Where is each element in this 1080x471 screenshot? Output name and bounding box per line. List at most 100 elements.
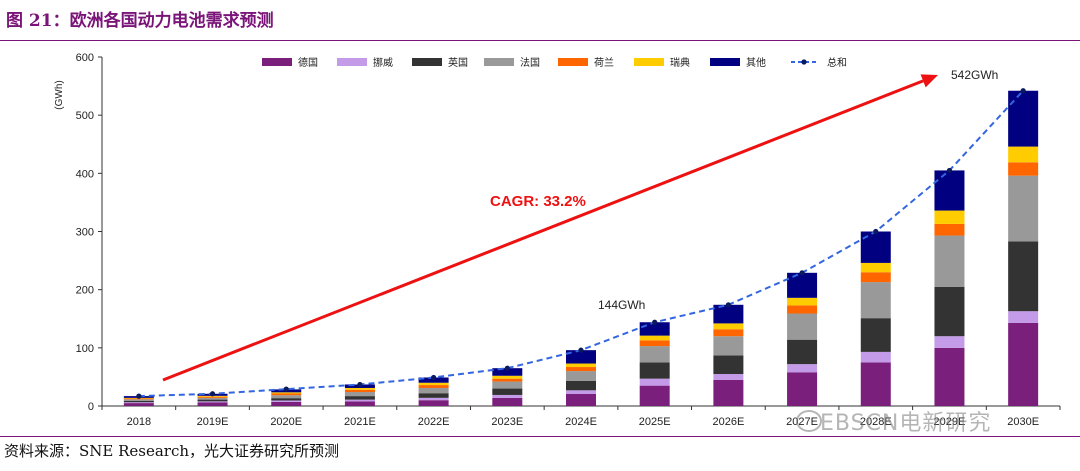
bar-segment xyxy=(271,393,302,396)
bar-segment xyxy=(860,318,891,352)
total-point xyxy=(209,391,216,397)
legend-swatch xyxy=(262,58,292,66)
bar-segment xyxy=(344,389,375,393)
bar-segment xyxy=(418,385,449,388)
bar-segment xyxy=(639,385,670,406)
watermark-icon xyxy=(796,410,822,432)
bar-segment xyxy=(787,372,818,406)
bar-segment xyxy=(713,336,744,356)
bar-segment xyxy=(713,379,744,406)
bar-segment xyxy=(787,339,818,365)
total-point xyxy=(578,347,584,353)
bar-segment xyxy=(566,380,596,391)
annotation-2030: 542GWh xyxy=(951,68,998,82)
bar-segment xyxy=(639,322,670,336)
bar-segment xyxy=(787,364,818,373)
total-point xyxy=(283,386,289,392)
bar-segment xyxy=(566,390,596,394)
cagr-arrow xyxy=(162,79,924,382)
legend-marker xyxy=(801,59,807,65)
legend-swatch xyxy=(337,58,367,66)
legend-label: 挪威 xyxy=(373,56,393,69)
bar-segment xyxy=(639,335,670,341)
y-axis-label: (GWh) xyxy=(54,80,65,109)
x-tick-label: 2025E xyxy=(639,416,671,428)
y-tick-label: 600 xyxy=(76,52,94,64)
total-point xyxy=(725,302,731,308)
bar-segment xyxy=(713,329,744,337)
bar-segment xyxy=(860,282,891,319)
y-tick-label: 300 xyxy=(76,227,94,239)
bar-segment xyxy=(418,387,449,394)
bar-segment xyxy=(787,272,818,298)
bar-segment xyxy=(197,401,228,403)
watermark: EBSCN电新研究 xyxy=(820,411,992,436)
legend-swatch xyxy=(412,58,442,66)
bar-segment xyxy=(787,313,818,340)
bar-segment xyxy=(566,393,596,406)
bar-segment xyxy=(492,397,523,406)
bar-segment xyxy=(418,397,449,401)
bar-segment xyxy=(418,377,449,383)
total-point xyxy=(873,228,879,235)
bar-segment xyxy=(271,395,302,399)
bar-segment xyxy=(639,362,670,379)
bar-segment xyxy=(492,368,523,376)
bar-segment xyxy=(344,401,375,406)
bar-segment xyxy=(934,336,965,348)
bar-segment xyxy=(492,381,523,389)
legend-label: 总和 xyxy=(827,56,847,69)
bar-segment xyxy=(713,374,744,380)
bar-segment xyxy=(787,305,818,314)
bar-segment xyxy=(344,392,375,397)
bar-segment xyxy=(639,378,670,386)
x-tick-label: 2026E xyxy=(712,416,744,428)
y-tick-label: 500 xyxy=(76,110,94,122)
bar-segment xyxy=(123,400,154,403)
x-tick-label: 2018 xyxy=(127,416,151,428)
x-tick-label: 2024E xyxy=(565,416,597,428)
bar-segment xyxy=(934,170,965,211)
top-rule xyxy=(0,40,1080,41)
bar-segment xyxy=(1008,162,1039,176)
bar-segment xyxy=(492,375,523,379)
bar-segment xyxy=(344,387,375,390)
bar-segment xyxy=(713,355,744,375)
bar-segment xyxy=(123,398,154,400)
bar-segment xyxy=(271,401,302,406)
bar-segment xyxy=(566,363,596,368)
bar-segment xyxy=(418,382,449,386)
bar-segment xyxy=(418,400,449,406)
y-tick-label: 200 xyxy=(76,285,94,297)
annotation-2025: 144GWh xyxy=(598,298,645,312)
bar-segment xyxy=(860,272,891,283)
bar-segment xyxy=(934,286,965,337)
total-point xyxy=(357,381,363,388)
bar-segment xyxy=(566,350,596,364)
bar-segment xyxy=(492,388,523,395)
bar-segment xyxy=(344,396,375,400)
bar-segment xyxy=(1008,90,1039,147)
y-tick-label: 400 xyxy=(76,168,94,180)
y-tick-label: 100 xyxy=(76,343,94,355)
bar-segment xyxy=(1008,175,1039,242)
bar-segment xyxy=(197,399,228,402)
legend-swatch xyxy=(634,58,664,66)
bar-segment xyxy=(1008,322,1039,406)
bar-segment xyxy=(418,393,449,398)
bar-segment xyxy=(639,346,670,363)
bar-segment xyxy=(934,210,965,224)
bar-segment xyxy=(1008,146,1039,163)
legend-swatch xyxy=(710,58,740,66)
bar-segment xyxy=(934,347,965,406)
legend-label: 英国 xyxy=(448,56,468,69)
total-point xyxy=(652,319,658,325)
bar-segment xyxy=(860,362,891,406)
bar-segment xyxy=(566,371,596,381)
chart: 0 100 200 300 400 500 600 (GWh) 2018 2019E 2020E 20… xyxy=(54,52,1061,428)
bar-segment xyxy=(566,367,596,372)
legend-label: 法国 xyxy=(520,56,540,69)
legend-swatch xyxy=(484,58,514,66)
x-tick-label: 2021E xyxy=(344,416,376,428)
y-tick-label: 0 xyxy=(88,401,94,413)
